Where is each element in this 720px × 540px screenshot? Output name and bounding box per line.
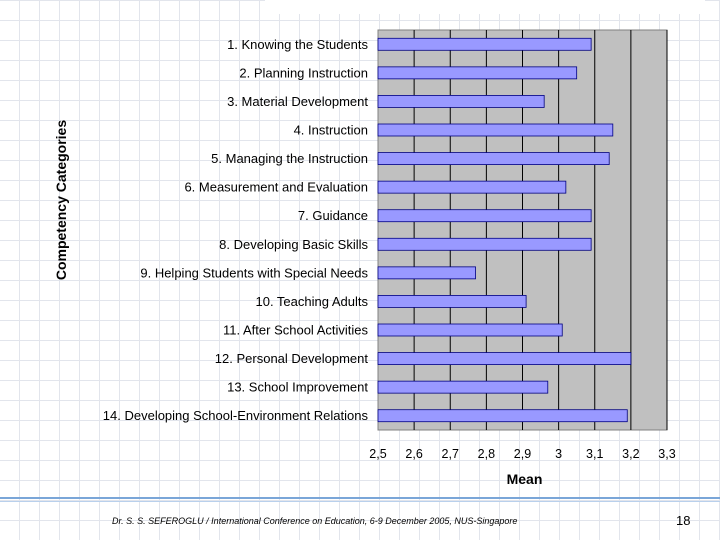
bar [377, 66, 578, 80]
bar [377, 123, 614, 137]
page-number: 18 [676, 513, 691, 528]
footer-divider-thin [0, 501, 720, 502]
x-tick-label: 3,3 [658, 447, 675, 461]
bar [377, 380, 549, 394]
category-label: 5. Managing the Instruction [211, 151, 368, 166]
slide-top-banner [265, 0, 705, 14]
footer-citation: Dr. S. S. SEFEROGLU / International Conf… [112, 516, 518, 526]
category-label: 9. Helping Students with Special Needs [140, 265, 368, 280]
category-label: 3. Material Development [227, 94, 368, 109]
category-label: 11. After School Activities [223, 323, 368, 338]
category-label: 6. Measurement and Evaluation [184, 180, 368, 195]
bar [377, 209, 592, 223]
bar [377, 180, 567, 194]
x-tick-label: 3,1 [586, 447, 603, 461]
x-tick-label: 3 [555, 447, 562, 461]
category-label: 13. School Improvement [227, 380, 368, 395]
x-tick-label: 3,2 [622, 447, 639, 461]
x-tick-label: 2,9 [514, 447, 531, 461]
bar [377, 295, 527, 308]
category-label: 12. Personal Development [215, 351, 369, 366]
bar [377, 352, 632, 365]
x-tick-label: 2,8 [478, 447, 495, 461]
bar [377, 95, 545, 108]
category-label: 10. Teaching Adults [255, 294, 368, 309]
category-label: 7. Guidance [298, 208, 368, 223]
x-tick-label: 2,5 [369, 447, 386, 461]
footer-divider [0, 497, 720, 499]
x-tick-label: 2,7 [442, 447, 459, 461]
category-label: 4. Instruction [294, 123, 368, 138]
category-label: 2. Planning Instruction [239, 65, 368, 80]
category-label: 14. Developing School-Environment Relati… [103, 408, 369, 423]
category-label: 1. Knowing the Students [227, 37, 368, 52]
bar [377, 266, 476, 280]
y-axis-title: Competency Categories [53, 120, 69, 280]
x-axis-title: Mean [507, 471, 543, 487]
bar [377, 323, 563, 337]
bar [377, 409, 628, 423]
bar [377, 152, 610, 165]
x-tick-label: 2,6 [405, 447, 422, 461]
bar [377, 237, 592, 251]
category-label: 8. Developing Basic Skills [219, 237, 368, 252]
bar [377, 37, 592, 51]
